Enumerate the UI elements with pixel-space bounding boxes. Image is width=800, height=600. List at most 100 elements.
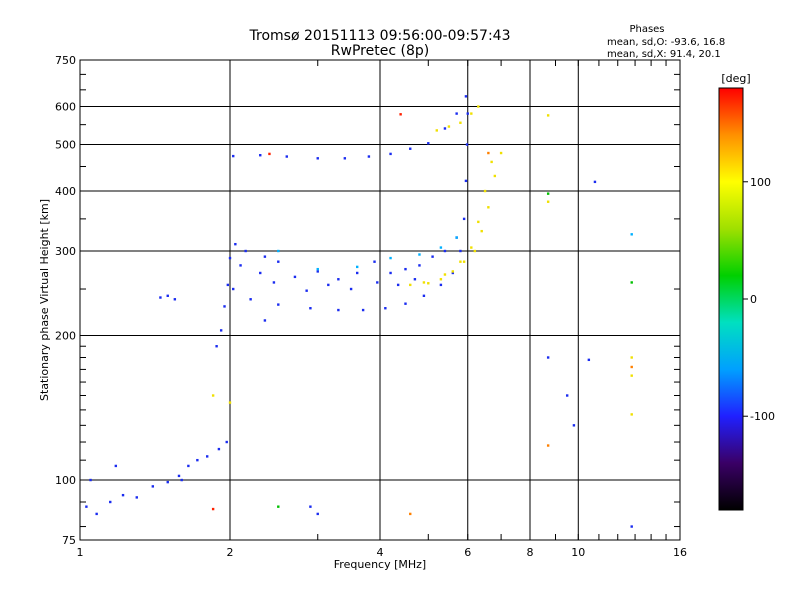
data-point — [373, 260, 376, 263]
data-point — [263, 319, 267, 322]
data-point — [327, 283, 330, 287]
data-point — [205, 455, 209, 458]
data-point — [490, 160, 493, 164]
data-point — [277, 260, 280, 263]
data-point — [114, 464, 118, 468]
data-point — [455, 112, 458, 115]
data-point — [409, 512, 412, 516]
data-point — [565, 394, 569, 397]
x-tick-label: 16 — [673, 546, 687, 559]
data-point — [343, 157, 347, 160]
data-point — [389, 256, 392, 260]
data-point — [396, 283, 400, 287]
colorbar-label: [deg] — [721, 72, 750, 85]
data-point — [316, 157, 319, 160]
data-point — [355, 265, 359, 269]
data-point — [384, 307, 387, 310]
data-point — [466, 112, 469, 115]
data-point — [249, 298, 252, 301]
data-point — [418, 253, 421, 256]
data-point — [630, 374, 633, 377]
data-point — [272, 281, 276, 284]
data-point — [630, 233, 633, 236]
data-point — [443, 249, 447, 253]
x-tick-label: 1 — [77, 546, 84, 559]
data-point — [95, 512, 98, 516]
data-point — [173, 298, 177, 301]
colorbar-tick-label: 0 — [750, 293, 757, 306]
data-point — [225, 440, 228, 444]
x-tick-label: 10 — [571, 546, 585, 559]
data-point — [431, 255, 434, 258]
data-point — [443, 273, 447, 276]
data-point — [166, 294, 169, 297]
data-point — [630, 356, 633, 359]
data-point — [316, 270, 319, 273]
data-point — [389, 152, 392, 156]
phases-mean-o: mean, sd,O: -93.6, 16.8 — [607, 37, 725, 48]
data-point — [630, 525, 633, 528]
data-point — [439, 246, 443, 249]
data-point — [399, 113, 402, 116]
colorbar — [718, 87, 744, 511]
data-point — [451, 271, 455, 275]
data-point — [404, 267, 407, 271]
data-point — [121, 493, 125, 497]
data-point — [349, 287, 353, 291]
data-point — [305, 289, 308, 292]
data-point — [244, 249, 247, 253]
data-point — [177, 474, 181, 478]
data-point — [228, 401, 232, 404]
data-points — [85, 95, 633, 528]
x-tick-label: 6 — [464, 546, 471, 559]
data-point — [211, 394, 215, 397]
x-tick-label: 8 — [527, 546, 534, 559]
phases-mean-x: mean, sd,X: 91.4, 20.1 — [607, 49, 721, 60]
data-point — [239, 264, 242, 267]
data-point — [89, 478, 92, 482]
data-point — [439, 278, 443, 281]
data-point — [389, 271, 392, 275]
data-point — [159, 296, 162, 299]
data-point — [587, 358, 591, 362]
data-point — [546, 114, 550, 117]
data-point — [480, 229, 483, 233]
data-point — [455, 236, 458, 239]
data-point — [459, 249, 462, 253]
data-point — [546, 192, 550, 195]
data-point — [223, 305, 226, 308]
data-point — [427, 142, 430, 145]
data-point — [546, 200, 550, 203]
data-point — [451, 270, 455, 273]
data-point — [630, 413, 633, 416]
data-point — [418, 264, 421, 267]
data-point — [376, 281, 379, 284]
data-point — [337, 308, 340, 312]
data-point — [630, 281, 633, 284]
data-point — [196, 458, 199, 462]
y-tick-label: 500 — [55, 139, 76, 152]
data-point — [483, 189, 487, 193]
data-point — [464, 179, 468, 183]
data-point — [151, 485, 155, 488]
data-point — [109, 500, 112, 504]
data-point — [459, 121, 462, 124]
data-point — [477, 220, 480, 224]
data-point — [422, 294, 426, 297]
data-point — [226, 283, 230, 287]
data-point — [435, 129, 438, 132]
x-tick-label: 2 — [227, 546, 234, 559]
y-tick-label: 200 — [55, 330, 76, 343]
data-point — [443, 127, 447, 130]
data-point — [211, 507, 215, 511]
data-point — [187, 464, 190, 468]
axis-ticks — [79, 60, 680, 540]
data-point — [367, 155, 371, 158]
data-point — [355, 271, 359, 275]
data-point — [232, 154, 235, 158]
data-point — [422, 281, 426, 284]
data-point — [499, 151, 503, 155]
data-point — [630, 365, 633, 369]
grid-lines — [80, 60, 680, 540]
